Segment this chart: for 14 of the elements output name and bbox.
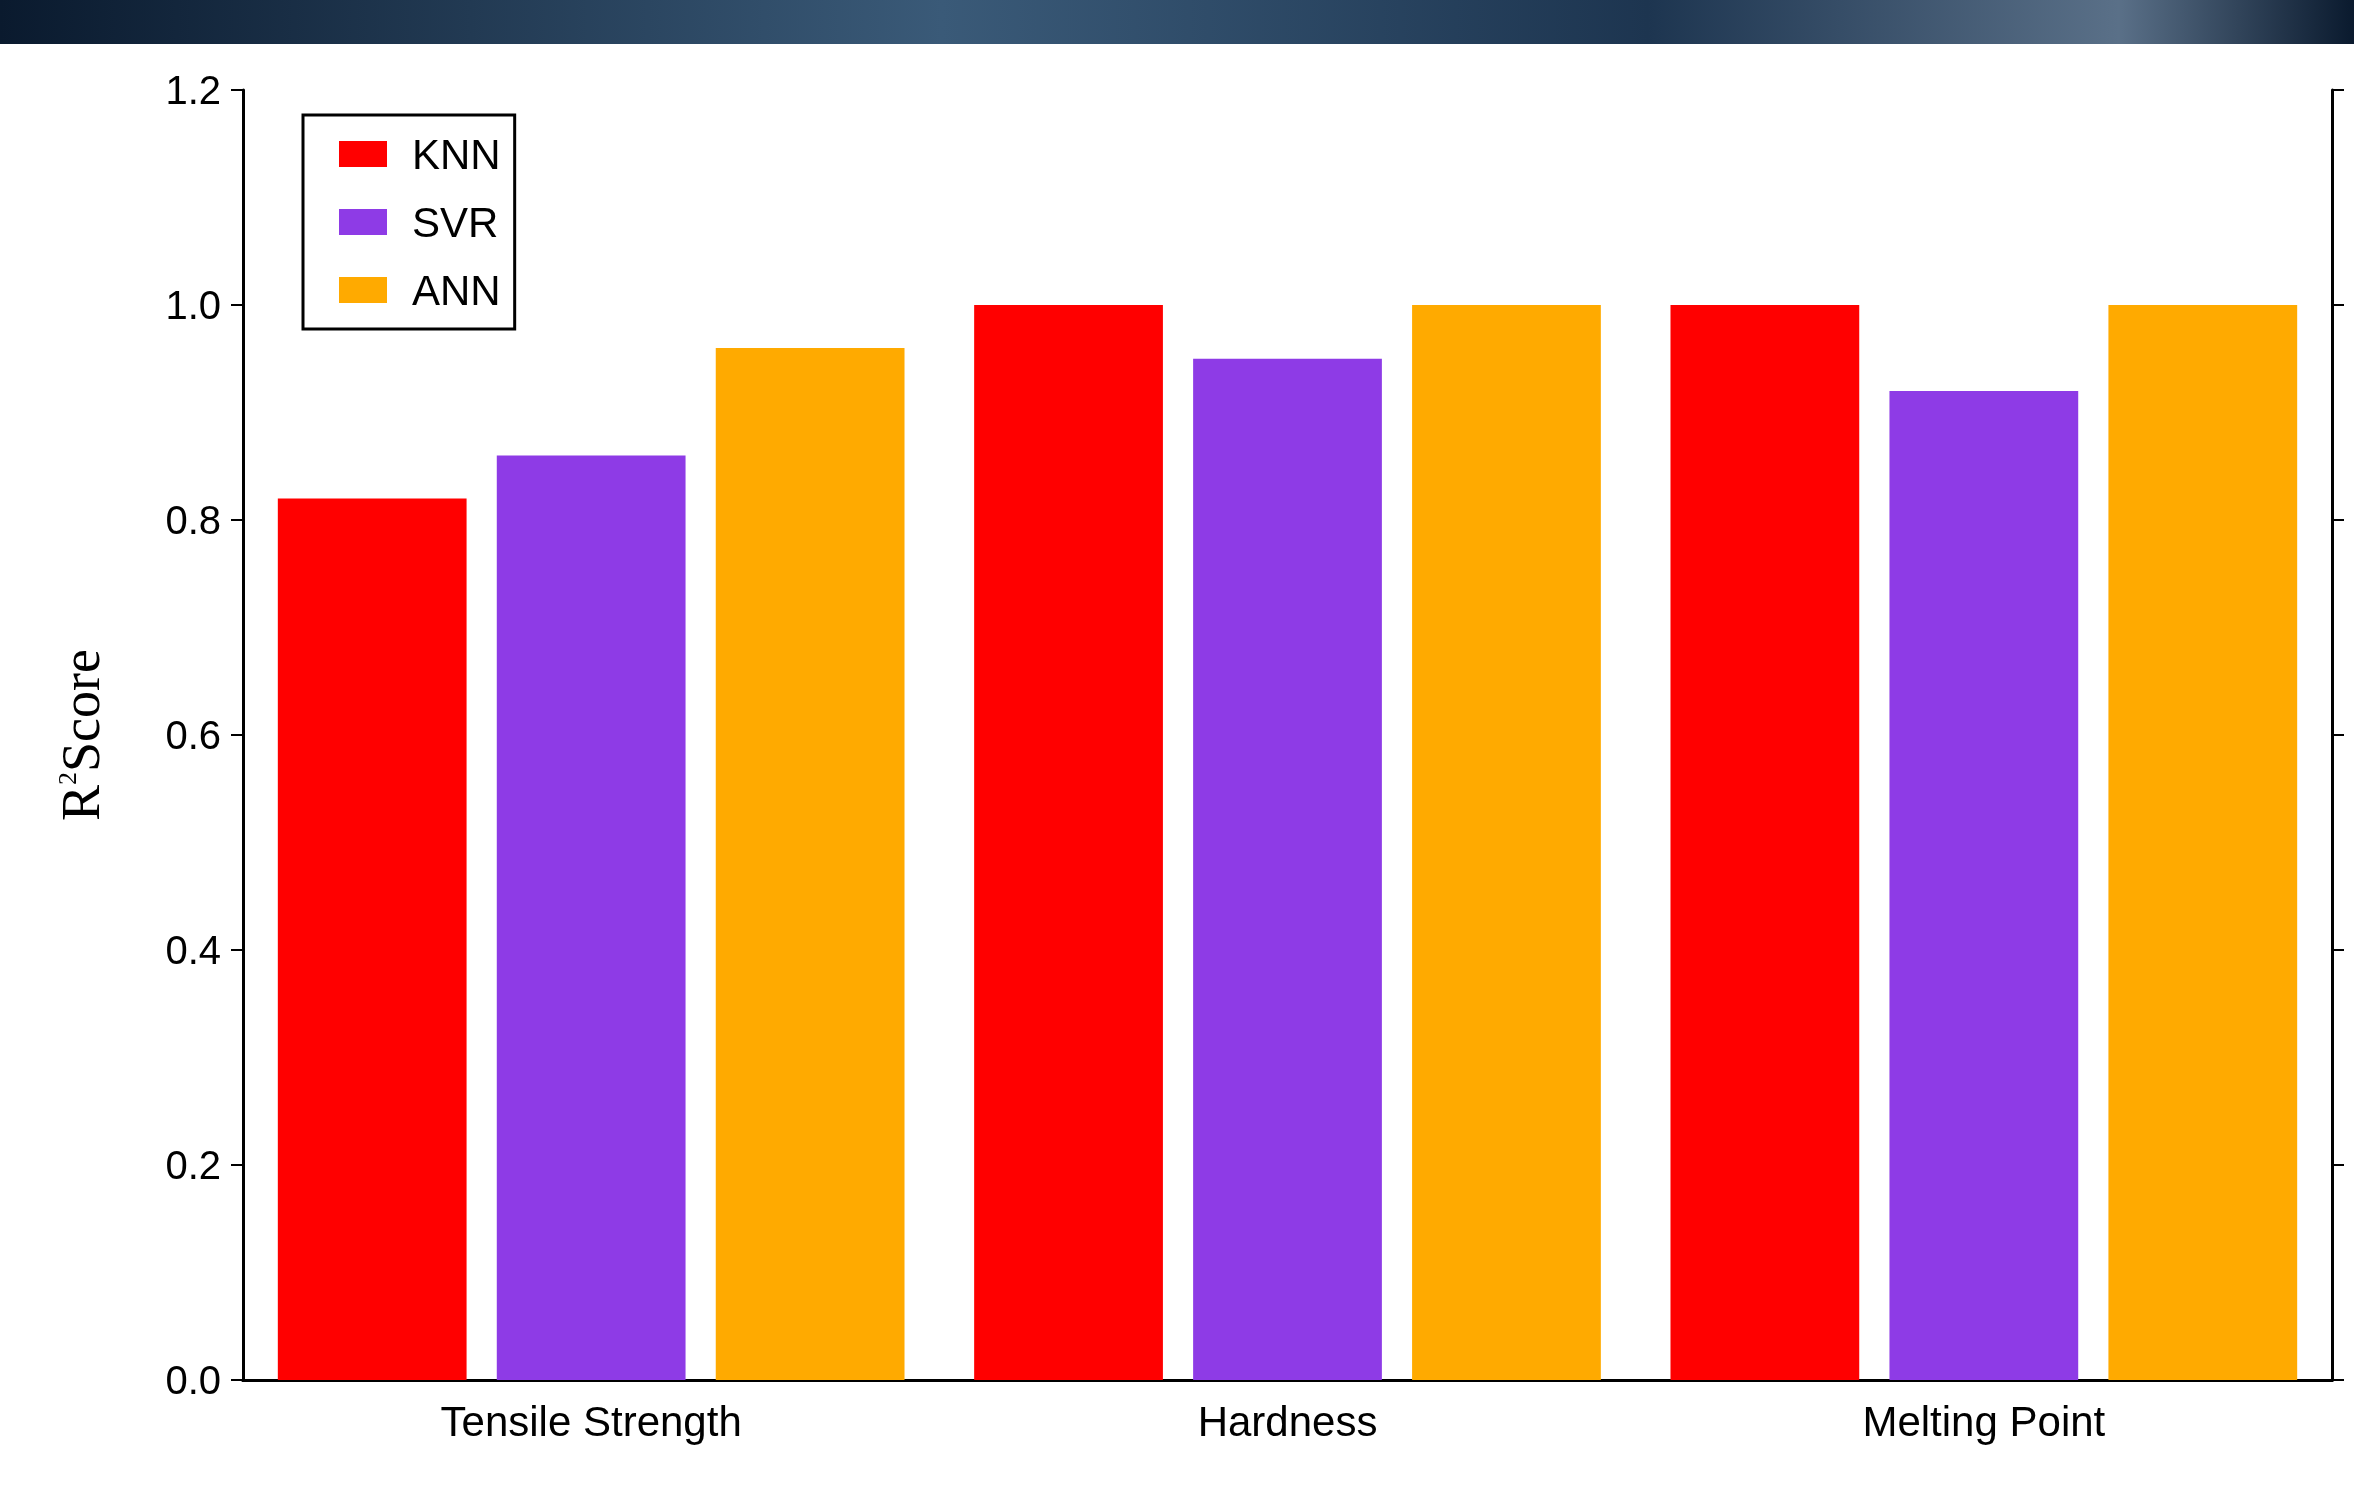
- y-tick-label: 1.0: [165, 283, 221, 327]
- y-tick-label: 0.8: [165, 498, 221, 542]
- y-tick-label: 0.4: [165, 928, 221, 972]
- x-tick-label: Tensile Strength: [440, 1397, 742, 1445]
- legend-label: SVR: [412, 198, 499, 246]
- x-tick-label: Hardness: [1197, 1397, 1378, 1445]
- x-tick-label: Melting Point: [1862, 1397, 2106, 1445]
- legend-label: KNN: [412, 130, 501, 178]
- y-tick-label: 0.6: [165, 713, 221, 757]
- y-tick-label: 0.0: [165, 1358, 221, 1402]
- y-tick-label: 1.2: [165, 68, 221, 112]
- y-axis-title: R2Score: [51, 649, 111, 821]
- legend-label: ANN: [412, 266, 501, 314]
- y-tick-label: 0.2: [165, 1143, 221, 1187]
